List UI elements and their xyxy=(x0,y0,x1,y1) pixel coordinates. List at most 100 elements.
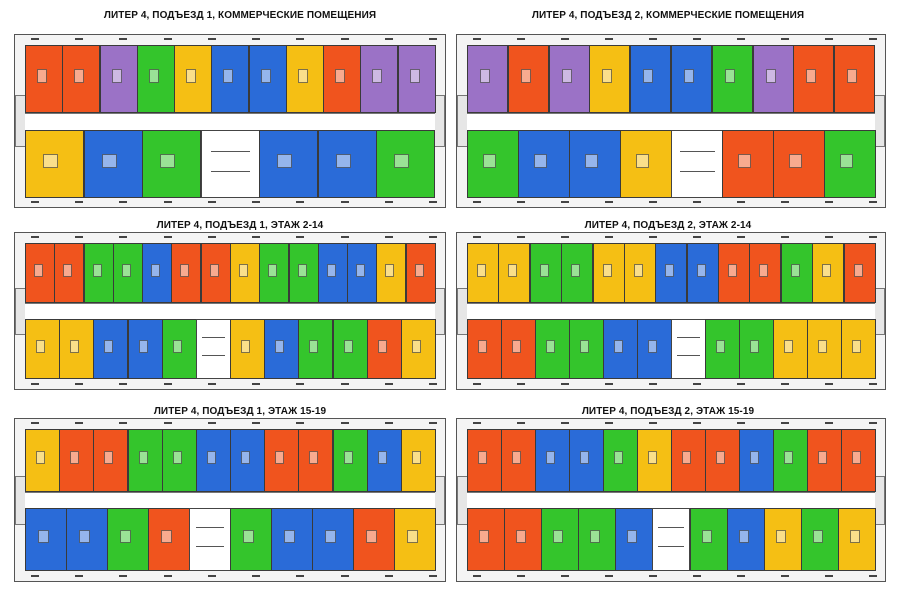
apartment-top-orange xyxy=(93,429,128,492)
apartment-top-blue xyxy=(739,429,774,492)
window-mark xyxy=(649,422,657,424)
apartment-top-green xyxy=(561,243,593,303)
window-mark xyxy=(208,422,216,424)
apartment-bottom-yellow xyxy=(230,319,265,379)
apartment-bottom-blue xyxy=(66,508,108,571)
window-mark xyxy=(208,236,216,238)
apartment-top-green xyxy=(84,243,114,303)
apartment-bottom-blue xyxy=(259,130,318,198)
apartment-bottom-blue xyxy=(25,508,67,571)
window-mark xyxy=(208,201,216,203)
apartment-bottom-orange xyxy=(773,130,825,198)
apartment-top-orange xyxy=(841,429,876,492)
apartment-bottom-green xyxy=(107,508,149,571)
apartment-top-orange xyxy=(834,45,875,113)
apartment-bottom-yellow xyxy=(841,319,876,379)
window-mark xyxy=(252,575,260,577)
floor-plan-commercial-entrance-2 xyxy=(456,34,886,208)
apartment-top-green xyxy=(113,243,143,303)
apartment-bottom-green xyxy=(535,319,570,379)
window-mark xyxy=(252,38,260,40)
apartment-top-blue xyxy=(249,45,287,113)
apartment-bottom-orange xyxy=(353,508,395,571)
apartment-top-orange xyxy=(501,429,536,492)
apartment-top-orange xyxy=(201,243,231,303)
window-mark xyxy=(164,422,172,424)
apartment-bottom-green xyxy=(298,319,333,379)
stair-elevator-core xyxy=(671,130,723,198)
window-mark xyxy=(252,383,260,385)
apartment-top-green xyxy=(259,243,289,303)
apartment-top-green xyxy=(128,429,163,492)
apartment-bottom-blue xyxy=(271,508,313,571)
floor-plan-commercial-entrance-1 xyxy=(14,34,446,208)
apartment-top-purple xyxy=(360,45,398,113)
window-mark xyxy=(649,38,657,40)
window-mark xyxy=(252,422,260,424)
window-mark xyxy=(693,201,701,203)
window-mark xyxy=(517,236,525,238)
window-mark xyxy=(385,236,393,238)
apartment-top-yellow xyxy=(286,45,324,113)
window-mark xyxy=(869,38,877,40)
apartment-bottom-green xyxy=(801,508,839,571)
window-mark xyxy=(869,575,877,577)
window-mark xyxy=(341,201,349,203)
title-floors-15-19-entrance-2: ЛИТЕР 4, ПОДЪЕЗД 2, ЭТАЖ 15-19 xyxy=(581,406,755,417)
window-mark xyxy=(869,422,877,424)
window-mark xyxy=(164,575,172,577)
window-mark xyxy=(164,201,172,203)
window-mark xyxy=(473,422,481,424)
window-mark xyxy=(561,236,569,238)
apartment-bottom-blue xyxy=(637,319,672,379)
window-mark xyxy=(473,383,481,385)
title-commercial-entrance-1: ЛИТЕР 4, ПОДЪЕЗД 1, КОММЕРЧЕСКИЕ ПОМЕЩЕН… xyxy=(103,10,377,21)
window-mark xyxy=(825,422,833,424)
window-mark xyxy=(517,422,525,424)
window-mark xyxy=(693,236,701,238)
window-mark xyxy=(517,201,525,203)
window-mark xyxy=(385,575,393,577)
apartment-bottom-yellow xyxy=(394,508,436,571)
apartment-top-green xyxy=(603,429,638,492)
window-mark xyxy=(208,38,216,40)
window-mark xyxy=(31,38,39,40)
window-mark xyxy=(649,575,657,577)
apartment-bottom-blue xyxy=(264,319,299,379)
apartment-top-orange xyxy=(25,45,63,113)
window-mark xyxy=(781,38,789,40)
apartment-top-orange xyxy=(298,429,333,492)
apartment-bottom-blue xyxy=(569,130,621,198)
window-mark xyxy=(31,383,39,385)
apartment-top-blue xyxy=(211,45,249,113)
apartment-top-orange xyxy=(25,243,55,303)
apartment-bottom-blue xyxy=(318,130,377,198)
apartment-bottom-blue xyxy=(128,319,163,379)
apartment-bottom-yellow xyxy=(838,508,876,571)
apartment-bottom-yellow xyxy=(620,130,672,198)
apartment-bottom-orange xyxy=(504,508,542,571)
window-mark xyxy=(517,383,525,385)
window-mark xyxy=(825,383,833,385)
apartment-top-yellow xyxy=(812,243,844,303)
apartment-bottom-blue xyxy=(615,508,653,571)
window-mark xyxy=(781,236,789,238)
window-mark xyxy=(781,201,789,203)
apartment-top-yellow xyxy=(624,243,656,303)
window-mark xyxy=(869,201,877,203)
window-mark xyxy=(429,38,437,40)
stair-elevator-core xyxy=(201,130,260,198)
window-mark xyxy=(825,236,833,238)
window-mark xyxy=(605,38,613,40)
apartment-bottom-green xyxy=(230,508,272,571)
window-mark xyxy=(429,201,437,203)
apartment-bottom-blue xyxy=(312,508,354,571)
window-mark xyxy=(781,575,789,577)
apartment-top-orange xyxy=(406,243,436,303)
window-mark xyxy=(781,383,789,385)
window-mark xyxy=(252,201,260,203)
window-mark xyxy=(737,575,745,577)
apartment-top-blue xyxy=(196,429,231,492)
apartment-bottom-blue xyxy=(518,130,570,198)
window-mark xyxy=(341,575,349,577)
